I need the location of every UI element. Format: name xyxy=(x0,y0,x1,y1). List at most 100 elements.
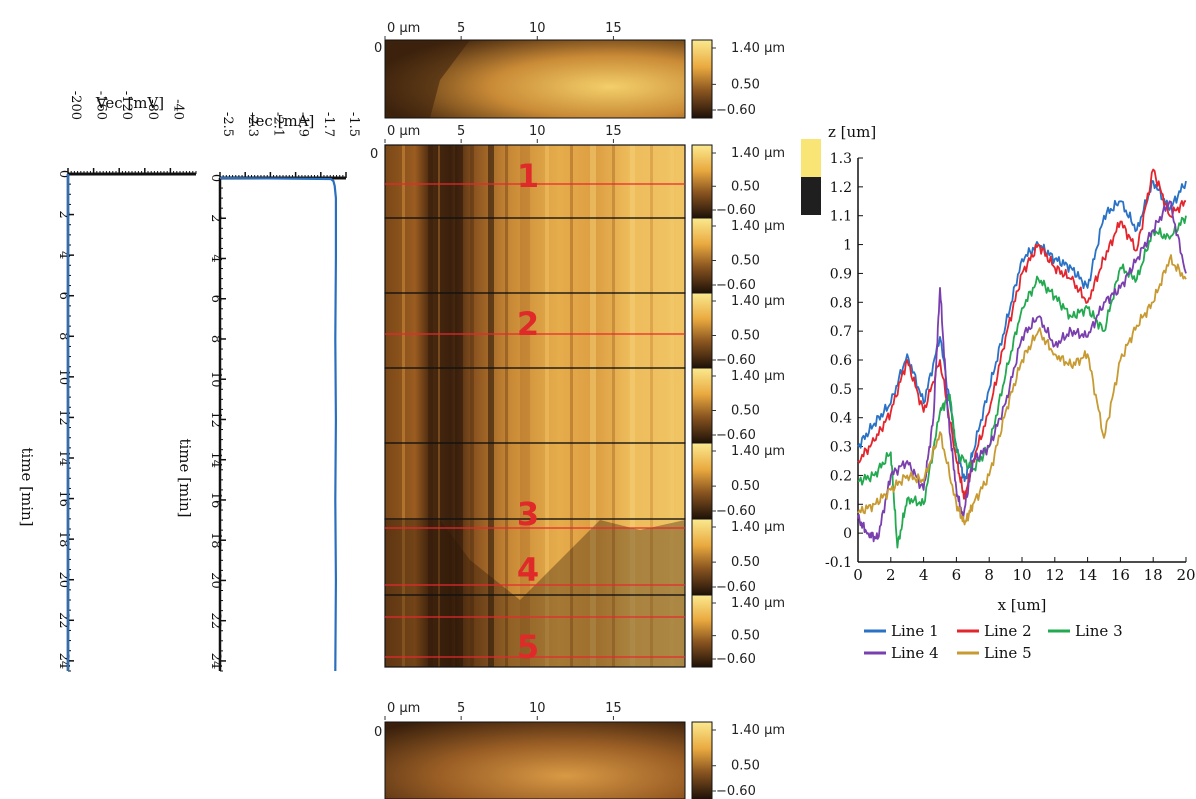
x-tick-label: -2.5 xyxy=(220,112,235,137)
legend-label: Line 5 xyxy=(984,644,1032,662)
afm-scan-image xyxy=(385,145,685,667)
afm-x-tick-label: 0 µm xyxy=(387,124,420,139)
current-plot: Iec [mA] -2.5 -2.3 -2.1 -1.9 -1.7 -1.5 024681… xyxy=(176,112,361,672)
colorbar-tick-label: 1.40 µm xyxy=(731,723,785,738)
profile-x-label: x [um] xyxy=(998,596,1047,614)
profile-x-tick-label: 4 xyxy=(919,566,929,584)
afm-bottom-colorbar: 1.40 µm 0.50 −0.60 xyxy=(691,721,785,799)
colorbar-tick-label: −0.60 xyxy=(716,652,756,667)
afm-streak xyxy=(428,145,433,667)
y-tick-label: 18 xyxy=(208,532,223,549)
y-tick-label: 0 xyxy=(208,174,223,182)
afm-streak xyxy=(402,145,405,667)
afm-scan-label: 3 xyxy=(517,495,539,533)
afm-scan-label: 5 xyxy=(517,628,539,666)
profile-series-line xyxy=(857,200,1187,543)
profile-ticks: 0 2 4 6 8 10 12 14 16 18 20-0.100.10.20.30.40.50.6… xyxy=(825,151,1196,584)
x-tick-label: -1.7 xyxy=(321,112,336,137)
afm-x-tick-label: 5 xyxy=(457,21,465,36)
x-tick-label: -200 xyxy=(68,91,83,120)
profile-z-title: z [um] xyxy=(828,123,876,141)
afm-image-bottom: 0 µm 5 10 15 0 1.40 µm 0.50 −0.60 xyxy=(374,701,785,799)
afm-x-tick-label: 10 xyxy=(529,701,546,716)
colorbar-tick-label: −0.60 xyxy=(716,580,756,595)
afm-bottom-y-label: 0 xyxy=(374,725,382,740)
colorbar-tick-label: −0.60 xyxy=(716,428,756,443)
colorbar-gradient xyxy=(691,594,713,668)
profile-y-tick-label: 0.4 xyxy=(830,411,852,427)
current-axis-title: Iec [mA] xyxy=(250,112,315,130)
profile-x-tick-label: 2 xyxy=(886,566,896,584)
y-tick-label: 14 xyxy=(208,451,223,468)
afm-main-colorbars: 1.40 µm0.50−0.601.40 µm0.50−0.601.40 µm0… xyxy=(691,144,785,668)
colorbar-tick-label: 0.50 xyxy=(731,179,760,194)
colorbar-gradient xyxy=(691,518,713,596)
profile-y-tick-label: 0.9 xyxy=(830,266,852,282)
y-tick-label: 20 xyxy=(208,572,223,589)
afm-top-colorbar: 1.40 µm 0.50 −0.60 xyxy=(691,39,785,119)
x-tick-label: -80 xyxy=(145,99,160,120)
afm-bottom-x-ticks: 0 µm 5 10 15 xyxy=(384,701,622,720)
afm-x-tick-label: 15 xyxy=(605,124,622,139)
colorbar-tick-label: 1.40 µm xyxy=(731,294,785,309)
profile-y-tick-label: 0.7 xyxy=(830,324,852,340)
colorbar-tick-label: 1.40 µm xyxy=(731,41,785,56)
y-tick-label: 12 xyxy=(208,411,223,428)
afm-streak xyxy=(670,145,674,667)
afm-scan-label: 4 xyxy=(517,551,539,589)
profile-y-tick-label: 1.3 xyxy=(830,151,852,167)
colorbar-tick-label: 0.50 xyxy=(731,555,760,570)
afm-scan-red-lines xyxy=(385,183,685,658)
colorbar-tick-label: −0.60 xyxy=(716,504,756,519)
afm-x-tick-label: 15 xyxy=(605,701,622,716)
y-tick-label: 16 xyxy=(208,492,223,509)
afm-streak xyxy=(590,145,596,667)
profile-y-tick-label: 0.6 xyxy=(830,353,852,369)
afm-streak xyxy=(545,145,549,667)
y-tick-label: 2 xyxy=(208,214,223,222)
profile-x-tick-label: 8 xyxy=(984,566,994,584)
voltage-time-label: time [min] xyxy=(18,447,36,526)
colorbar-tick-label: 1.40 µm xyxy=(731,146,785,161)
profile-x-tick-label: 14 xyxy=(1078,566,1097,584)
colorbar-tick-label: 0.50 xyxy=(731,329,760,344)
z-legend-dark xyxy=(801,177,821,215)
afm-streak xyxy=(612,145,615,667)
voltage-plot: Vec [mV] -200 -160 -120 -80 -40 024681012141… xyxy=(18,91,197,672)
profile-series-line xyxy=(857,254,1187,526)
x-tick-label: -1.9 xyxy=(296,112,311,137)
afm-streak xyxy=(650,145,653,667)
colorbar-tick-label: 1.40 µm xyxy=(731,219,785,234)
colorbar-tick-label: 0.50 xyxy=(731,759,760,774)
x-tick-label: -40 xyxy=(170,99,185,120)
legend-label: Line 3 xyxy=(1075,622,1123,640)
colorbar-tick-label: 0.50 xyxy=(731,77,760,92)
afm-scan-streaks xyxy=(402,145,674,667)
colorbar-tick-label: −0.60 xyxy=(716,784,756,799)
y-tick-label: 4 xyxy=(208,254,223,262)
y-tick-label: 2 xyxy=(56,210,71,218)
afm-scan-label: 1 xyxy=(517,157,539,195)
afm-x-tick-label: 5 xyxy=(457,701,465,716)
colorbar-tick-label: 1.40 µm xyxy=(731,596,785,611)
afm-top-x-ticks: 0 µm 5 10 15 xyxy=(384,21,622,40)
afm-top-shadow xyxy=(385,40,470,118)
profile-series-line xyxy=(857,215,1187,549)
legend-label: Line 1 xyxy=(891,622,939,640)
colorbar-tick-label: 1.40 µm xyxy=(731,520,785,535)
profile-x-tick-label: 12 xyxy=(1045,566,1064,584)
afm-streak xyxy=(505,145,508,667)
profile-x-tick-label: 10 xyxy=(1012,566,1031,584)
afm-scan-frames xyxy=(384,144,686,668)
afm-main-y-label: 0 xyxy=(370,147,378,162)
colorbar-tick-label: −0.60 xyxy=(716,353,756,368)
afm-main-x-ticks: 0 µm 5 10 15 xyxy=(384,124,622,143)
profile-x-tick-label: 18 xyxy=(1144,566,1163,584)
x-tick-label: -2.3 xyxy=(245,112,260,137)
y-tick-label: 22 xyxy=(208,612,223,629)
height-profile-plot: z [um] 0 2 4 6 8 10 12 14 16 18 20-0.100.10.20.30.… xyxy=(801,123,1196,662)
profile-y-tick-label: 1 xyxy=(843,238,852,254)
afm-streak xyxy=(488,145,494,667)
